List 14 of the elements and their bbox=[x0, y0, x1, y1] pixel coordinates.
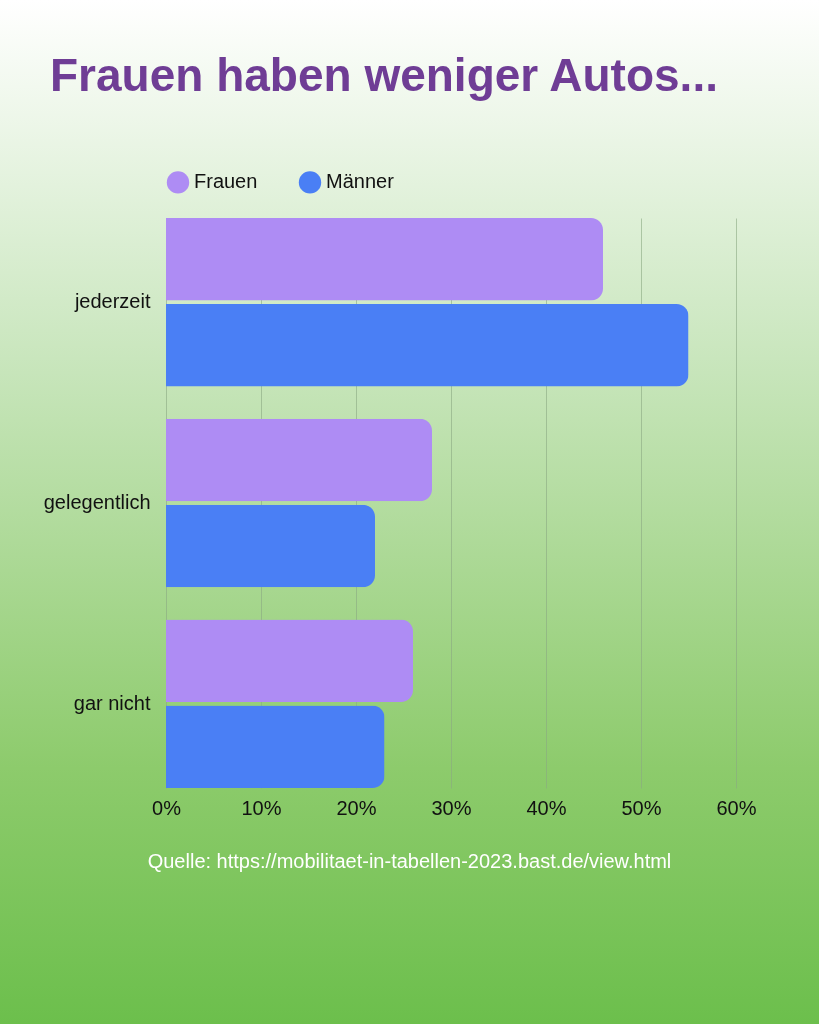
legend-label: Männer bbox=[326, 170, 395, 193]
y-tick-label: jederzeit bbox=[73, 290, 151, 313]
x-tick-label: 20% bbox=[336, 796, 377, 819]
source-note: Quelle: https://mobilitaet-in-tabellen-2023.bast.de/view.html bbox=[146, 850, 673, 873]
legend-label: Frauen bbox=[194, 170, 258, 193]
x-tick-label: 0% bbox=[152, 796, 182, 819]
x-tick-label: 10% bbox=[241, 796, 282, 819]
y-tick-label: gar nicht bbox=[73, 691, 151, 714]
x-tick-label: 60% bbox=[716, 796, 757, 819]
x-tick-label: 40% bbox=[526, 796, 567, 819]
chart-title: Frauen haben weniger Autos... bbox=[50, 48, 718, 102]
y-tick-label: gelegentlich bbox=[43, 491, 151, 513]
x-tick-label: 30% bbox=[431, 796, 472, 819]
x-tick-label: 50% bbox=[621, 796, 662, 819]
